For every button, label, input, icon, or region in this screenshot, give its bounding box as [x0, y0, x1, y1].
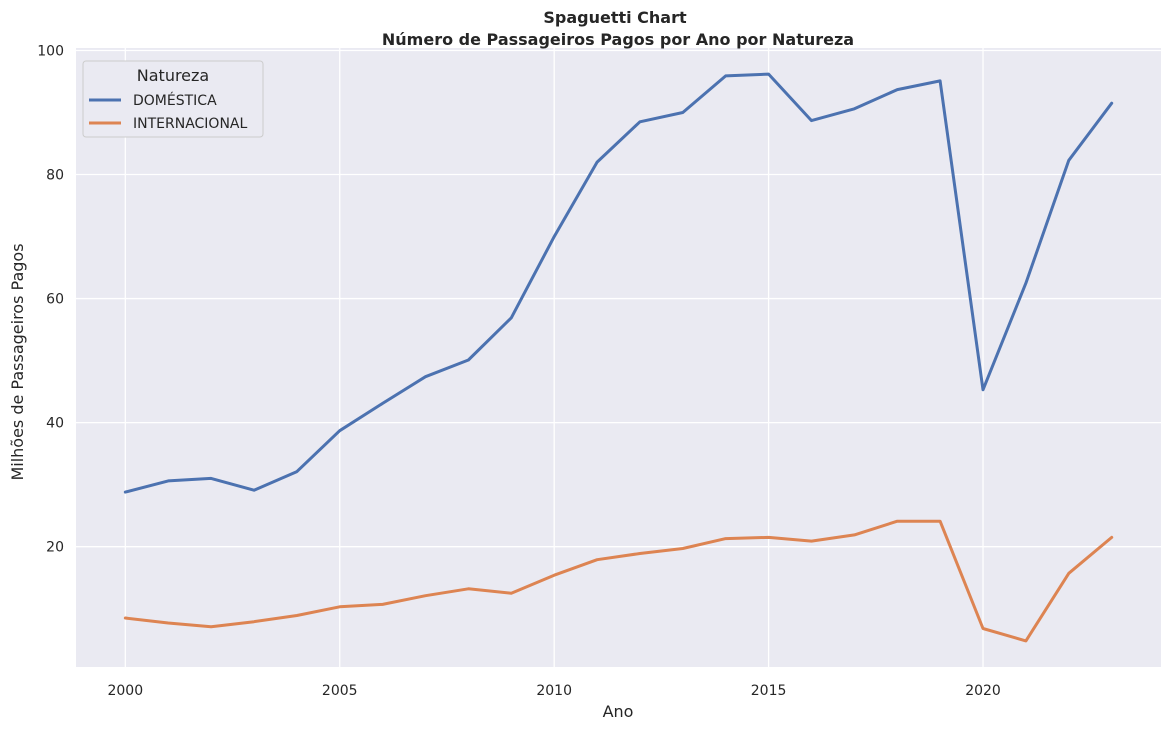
y-tick-label: 80 [46, 168, 64, 184]
x-tick-label: 2000 [107, 683, 143, 699]
grid-lines [76, 48, 1161, 667]
y-tick-label: 40 [46, 416, 64, 432]
legend-label-internacional: INTERNACIONAL [133, 116, 248, 132]
legend-title: Natureza [137, 66, 209, 85]
series-line-1 [123, 519, 1114, 643]
legend-box [82, 60, 264, 138]
y-axis-label: Milhões de Passageiros Pagos [8, 243, 27, 480]
series-lines [123, 72, 1114, 643]
chart-subtitle: Número de Passageiros Pagos por Ano por … [382, 30, 854, 49]
y-axis-ticks: 20 40 60 80 100 [37, 43, 64, 555]
x-axis-label: Ano [603, 702, 634, 721]
chart-title: Spaguetti Chart [543, 8, 687, 27]
y-tick-label: 20 [46, 540, 64, 556]
x-tick-label: 2005 [322, 683, 358, 699]
x-tick-label: 2015 [751, 683, 787, 699]
x-axis-ticks: 2000 2005 2010 2015 2020 [107, 683, 1000, 699]
series-line-0 [123, 72, 1114, 494]
y-tick-label: 100 [37, 43, 64, 59]
x-tick-label: 2020 [965, 683, 1001, 699]
legend: Natureza DOMÉSTICA INTERNACIONAL [82, 60, 264, 138]
y-tick-label: 60 [46, 292, 64, 308]
x-tick-label: 2010 [536, 683, 572, 699]
legend-label-domestica: DOMÉSTICA [133, 92, 217, 109]
plot-area [76, 48, 1161, 667]
